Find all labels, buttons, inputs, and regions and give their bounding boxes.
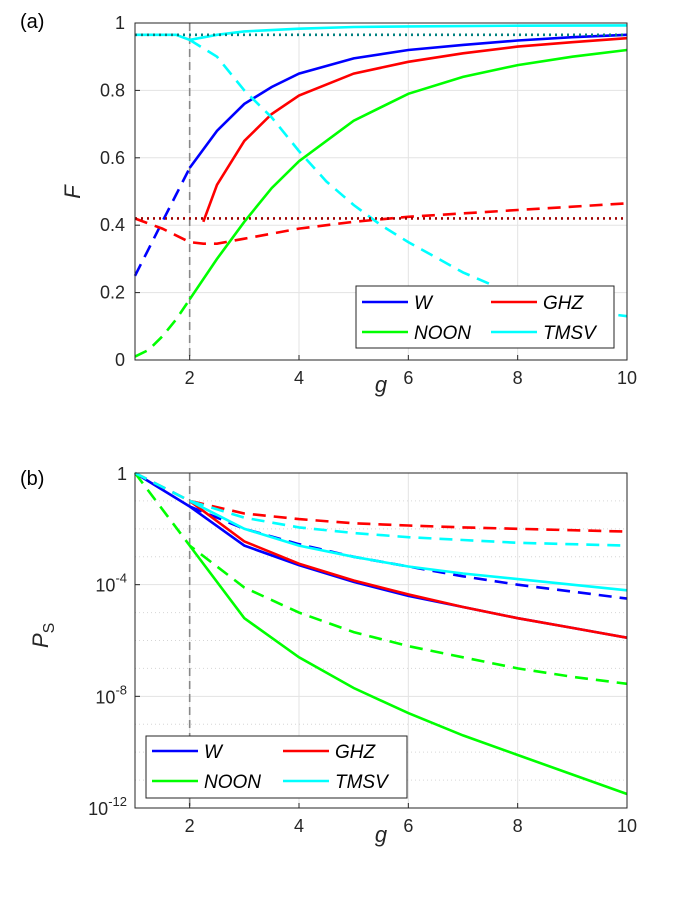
panel-a-xtick-label: 10 [617,368,637,388]
panel-b-xlabel: g [375,822,388,847]
panel-a-ghz-dashed-line [134,202,628,245]
panel-b-legend: W GHZ NOON TMSV [145,735,408,799]
panel-b-noon-solid-line [188,544,628,796]
panel-b-legend-w-label: W [204,742,224,763]
panel-a-xtick-label: 4 [294,368,304,388]
panel-a-frame [134,22,628,361]
panel-a-legend: W GHZ NOON TMSV [355,285,615,349]
panel-b-ghz-dashed-line [134,471,628,533]
panel-a-ytick-label: 0.8 [100,80,125,100]
panel-b-series [133,471,628,808]
panel-b-legend-box [145,735,408,799]
panel-b-legend-ghz-label: GHZ [335,742,377,763]
panel-b-legend-tmsv-label: TMSV [335,772,390,793]
panel-a-ghz-solid-line [202,36,628,223]
panel-b-ytick-label: 10-4 [95,571,127,596]
panel-b-legend-noon-label: NOON [204,772,261,793]
panel-a-legend-tmsv-label: TMSV [543,323,598,344]
panel-a-label: (a) [20,11,44,33]
panel-b-ytick-exponent: -8 [115,682,127,697]
panel-a-ticks: 2 4 6 8 10 0 0.2 0.4 0.6 0.8 1 [100,13,637,388]
panel-a-noon-solid-line [188,48,628,301]
panel-b-frame [134,472,628,809]
panel-b-xtick-label: 10 [617,816,637,836]
panel-a: (a) 2 4 6 8 10 0 0.2 0.4 0.6 0.8 1 g F W GHZ NOON … [20,11,637,397]
panel-a-xtick-label: 6 [403,368,413,388]
panel-a-ylabel: F [60,184,85,199]
panel-a-xtick-label: 8 [513,368,523,388]
panel-b-ytick-exponent: -4 [115,571,127,586]
panel-a-noon-dashed-line [134,298,191,358]
panel-b-tmsv-dashed-line [134,471,628,547]
panel-a-legend-noon-label: NOON [414,323,471,344]
panel-b-ytick-exponent: -12 [108,794,127,809]
panel-b-ytick-label: 10-8 [95,682,127,707]
panel-a-xtick-label: 2 [185,368,195,388]
panel-b-ytick-base: 1 [117,464,127,484]
panel-a-legend-ghz-label: GHZ [543,293,585,314]
panel-b-tmsv-solid-line [189,499,628,592]
panel-b-label: (b) [20,468,44,490]
panel-b-ytick-label: 10-12 [88,794,127,819]
panel-b-xtick-label: 8 [513,816,523,836]
panel-b-xtick-label: 2 [185,816,195,836]
panel-b-xtick-label: 4 [294,816,304,836]
panel-b-ytick-label: 1 [117,464,127,484]
panel-a-series [133,23,628,360]
panel-a-legend-box [355,285,615,349]
panel-a-legend-w-label: W [414,293,434,314]
panel-a-xlabel: g [375,372,388,397]
panel-a-ytick-label: 0.4 [100,215,125,235]
panel-b-ylabel: PS [28,623,58,648]
panel-b-ytick-base: 10 [95,687,115,707]
panel-a-ytick-label: 0.2 [100,283,125,303]
panel-b-noon-dashed-line [133,472,628,686]
panel-a-w-solid-line [188,33,628,169]
panel-b-ytick-base: 10 [95,576,115,596]
panel-a-ytick-label: 1 [115,13,125,33]
panel-b-ytick-base: 10 [88,799,108,819]
panel-a-tmsv-solid-line [135,24,628,42]
panel-b-ylabel-group: PS [28,623,58,648]
panel-b-ylabel-sub: S [41,623,58,634]
panel-b-xtick-label: 6 [403,816,413,836]
panel-a-ytick-label: 0.6 [100,148,125,168]
panel-a-ytick-label: 0 [115,350,125,370]
panel-b-ghz-solid-line [188,499,628,639]
panel-b-ylabel-p: P [28,633,53,648]
